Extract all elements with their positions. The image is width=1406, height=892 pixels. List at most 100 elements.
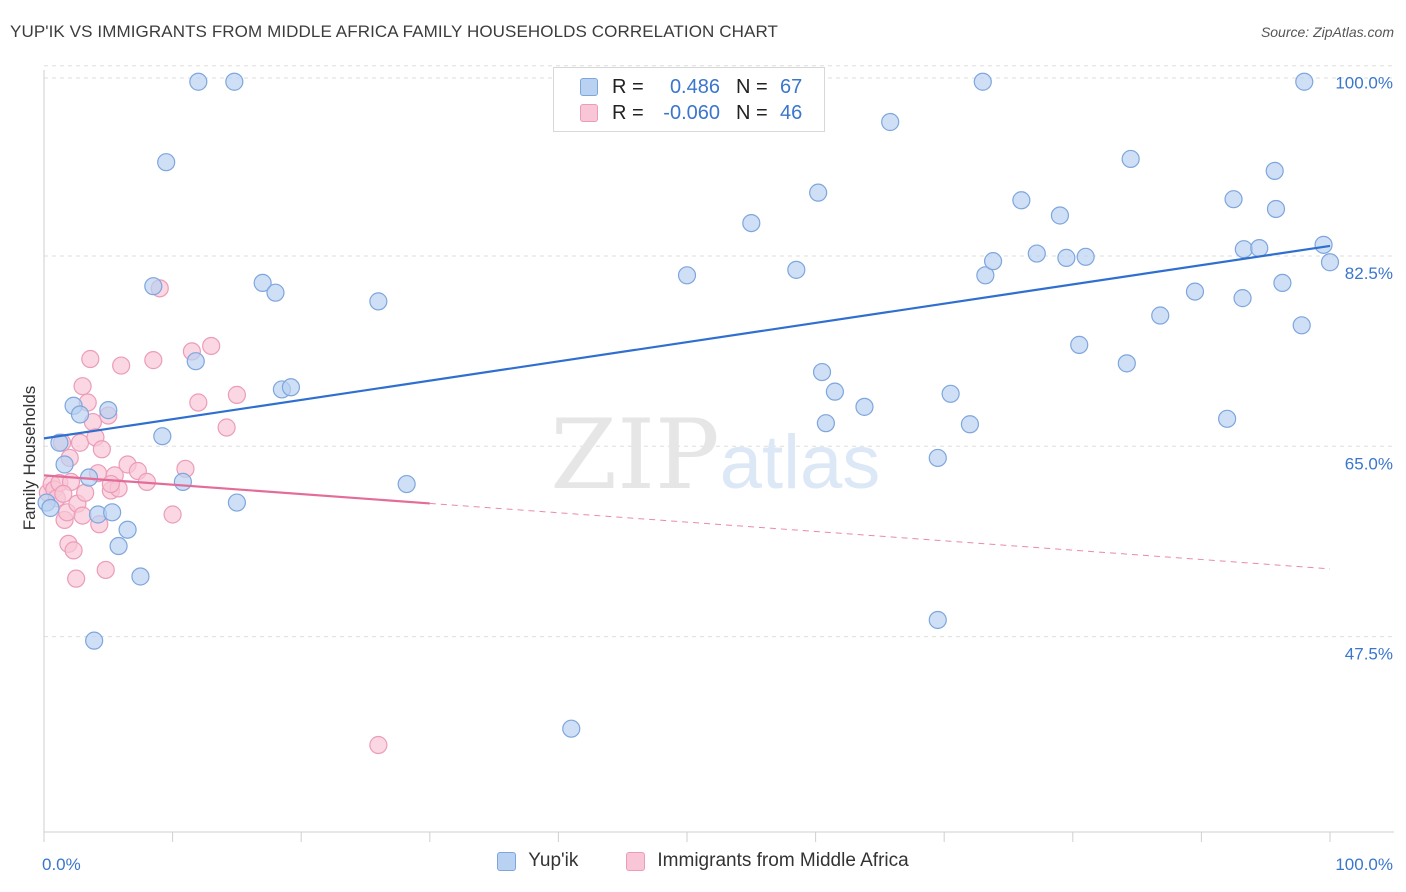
source-label: Source: ZipAtlas.com <box>1260 24 1394 40</box>
blue-point <box>677 266 697 285</box>
series-legend: Yup'ik Immigrants from Middle Africa <box>0 850 1406 872</box>
blue-point <box>973 72 992 91</box>
y-tick-label: 47.5% <box>1345 645 1393 664</box>
blue-point <box>85 631 104 650</box>
middle-africa-trend-line <box>43 474 430 505</box>
blue-point <box>881 112 900 132</box>
pink-point <box>217 418 236 437</box>
y-tick-label: 65.0% <box>1345 454 1393 473</box>
blue-point <box>266 283 285 302</box>
blue-point <box>1233 289 1252 308</box>
blue-point <box>397 474 416 494</box>
axes <box>43 70 1394 842</box>
pink-point <box>54 484 73 503</box>
pink-point <box>101 474 120 494</box>
pink-point <box>144 351 163 370</box>
pink-point <box>112 356 131 375</box>
pink-point <box>81 349 100 369</box>
blue-point <box>1265 161 1284 181</box>
blue-point <box>70 405 90 424</box>
watermark-atlas: atlas <box>720 420 881 505</box>
blue-point <box>118 520 137 539</box>
blue-point <box>742 213 761 233</box>
series-legend-yupik[interactable]: Yup'ik <box>497 850 578 872</box>
blue-point <box>1224 190 1243 209</box>
blue-point <box>562 719 581 738</box>
x-tick-label: 0.0% <box>42 855 81 874</box>
blue-point <box>1151 306 1170 325</box>
series-name-yupik: Yup'ik <box>528 850 579 871</box>
pink-point <box>202 336 221 356</box>
blue-point <box>55 455 74 474</box>
blue-point <box>941 384 960 403</box>
blue-point <box>809 183 828 202</box>
pink-point <box>189 393 208 412</box>
legend-r-value: -0.060 <box>663 101 720 124</box>
pink-point <box>163 505 182 524</box>
blue-point <box>131 567 150 586</box>
blue-point <box>1057 248 1076 267</box>
pink-point <box>92 440 111 459</box>
legend-n-value: 46 <box>780 101 803 124</box>
blue-point <box>1027 244 1046 263</box>
blue-point <box>41 498 60 518</box>
trend-lines <box>43 244 1331 570</box>
pink-point <box>73 506 92 525</box>
pink-point <box>67 569 86 588</box>
blue-point <box>1076 247 1095 266</box>
pink-point <box>369 735 388 755</box>
blue-point <box>812 362 832 382</box>
blue-point <box>928 610 947 630</box>
blue-point <box>1012 191 1031 210</box>
blue-point <box>153 427 172 446</box>
series-legend-middle-africa[interactable]: Immigrants from Middle Africa <box>626 850 909 872</box>
blue-point <box>144 277 163 296</box>
series-swatch-pink <box>626 851 646 871</box>
middle-africa-trend-extension <box>429 502 1331 570</box>
blue-point <box>50 433 69 452</box>
pink-point <box>64 541 83 560</box>
watermark: ZIP atlas <box>550 399 880 511</box>
legend-row-middle-africa: R = -0.060 N = 46 <box>580 100 802 126</box>
legend-swatch-blue <box>580 78 598 96</box>
blue-point <box>1292 316 1311 335</box>
blue-point <box>1295 72 1314 91</box>
blue-point <box>787 260 806 279</box>
blue-point <box>855 397 874 416</box>
blue-point <box>157 153 176 172</box>
blue-point <box>253 273 272 293</box>
x-tick-label: 100.0% <box>1335 855 1393 874</box>
blue-point <box>960 415 980 434</box>
correlation-legend: R = 0.486 N = 67 R = -0.060 N = 46 <box>553 67 825 132</box>
blue-point <box>1117 354 1136 373</box>
legend-r-value: 0.486 <box>669 75 720 98</box>
y-tick-label: 100.0% <box>1335 74 1393 93</box>
blue-point <box>1050 206 1070 225</box>
blue-point <box>369 292 388 311</box>
blue-point <box>976 266 995 285</box>
legend-n-value: 67 <box>780 75 803 98</box>
blue-point <box>1185 282 1205 301</box>
series-name-middle-africa: Immigrants from Middle Africa <box>657 850 909 871</box>
legend-swatch-pink <box>580 104 598 122</box>
blue-point <box>99 401 118 420</box>
legend-n-label: N = <box>736 101 768 124</box>
blue-point <box>1320 253 1340 272</box>
legend-r-label: R = <box>612 101 644 124</box>
blue-point <box>1314 235 1333 254</box>
legend-n-label: N = <box>736 75 768 98</box>
legend-r-label: R = <box>612 75 644 98</box>
legend-row-yupik: R = 0.486 N = 67 <box>580 74 802 100</box>
chart-title: YUP'IK VS IMMIGRANTS FROM MIDDLE AFRICA … <box>10 22 778 41</box>
y-tick-label: 82.5% <box>1345 264 1393 283</box>
pink-point <box>70 433 90 452</box>
series-swatch-blue <box>497 851 517 871</box>
y-axis-label: Family Households <box>20 385 39 531</box>
blue-point <box>1266 199 1286 219</box>
blue-series-points <box>37 72 1340 738</box>
pink-point <box>73 377 92 396</box>
blue-point <box>1250 239 1269 258</box>
blue-point <box>227 493 246 512</box>
blue-point <box>1218 409 1237 428</box>
